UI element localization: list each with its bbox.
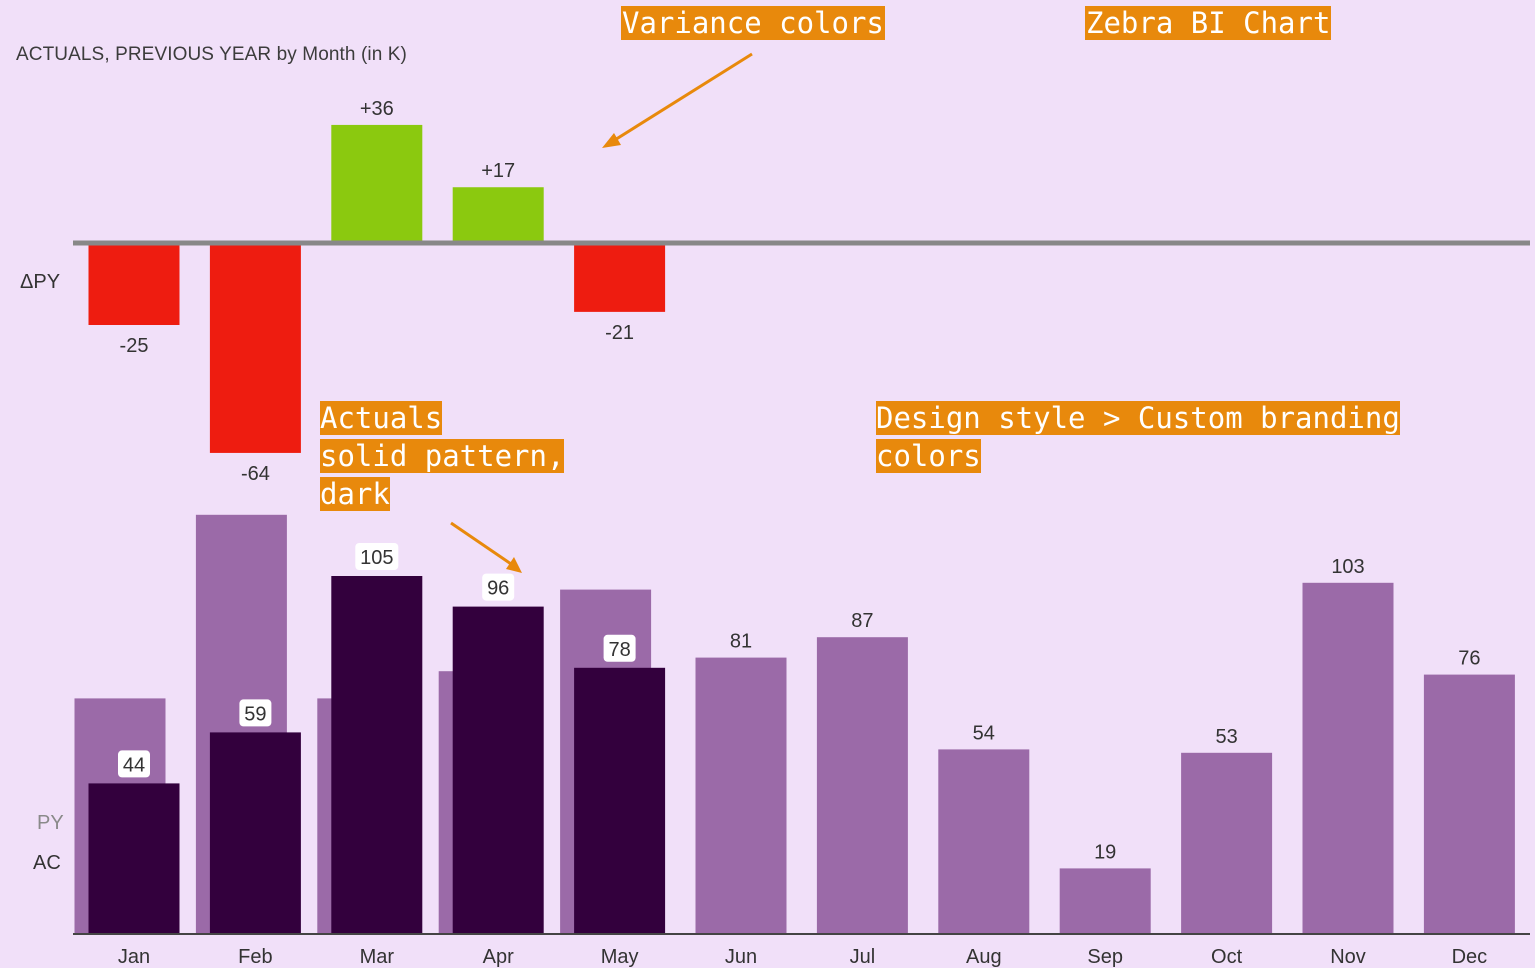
variance-bar-feb: [209, 243, 301, 453]
x-tick-label-jun: Jun: [725, 946, 757, 968]
annotation-arrows: [450, 52, 753, 573]
chart-title: ACTUALS, PREVIOUS YEAR by Month (in K): [16, 44, 407, 65]
annotation-zebra-bi-text: Zebra BI Chart: [1085, 6, 1332, 40]
ac-bar-jan: [88, 783, 180, 933]
ac-bar-apr: [452, 606, 544, 933]
value-label-mar: 105: [360, 547, 393, 569]
ac-bar-mar: [331, 576, 423, 933]
value-label-bg-apr: [482, 573, 515, 601]
annotation-actuals-line-2: solid pattern,: [320, 439, 565, 473]
variance-chart: -25 -64 +36 +17 -21: [88, 98, 666, 485]
value-label-apr: 96: [487, 578, 509, 600]
value-label-nov: 103: [1331, 556, 1364, 578]
variance-arrow-line: [609, 52, 753, 145]
x-tick-label-apr: Apr: [483, 946, 514, 968]
variance-bar-apr: [452, 187, 544, 243]
value-label-bg-mar: [355, 543, 399, 570]
value-label-feb: 59: [244, 703, 266, 725]
value-label-bg-feb: [239, 699, 272, 727]
py-bar-jun: [695, 657, 787, 933]
annotation-zebra-bi: Zebra BI Chart: [1085, 4, 1332, 42]
py-bar-nov: [1302, 582, 1394, 933]
variance-bar-mar: [331, 124, 423, 243]
variance-bar-jan: [88, 243, 180, 325]
x-tick-label-nov: Nov: [1330, 946, 1366, 968]
annotation-actuals-line-1: Actuals: [320, 401, 443, 435]
x-tick-label-oct: Oct: [1211, 946, 1243, 968]
ac-bar-may: [574, 667, 666, 933]
x-tick-label-dec: Dec: [1452, 946, 1488, 968]
annotation-actuals: Actuals solid pattern, dark: [320, 399, 565, 513]
annotation-actuals-line-3: dark: [320, 477, 390, 511]
variance-arrow-head: [602, 133, 621, 148]
variance-label-may: -21: [605, 322, 634, 344]
value-label-may: 78: [608, 639, 630, 661]
annotation-design-style: Design style > Custom branding colors: [876, 399, 1400, 475]
py-bar-aug: [938, 749, 1030, 933]
py-bar-sep: [1059, 868, 1151, 933]
axes: Jan Feb Mar Apr May Jun Jul Aug Sep Oct Nov Dec ΔPY P…: [20, 240, 1530, 968]
value-label-dec: 76: [1458, 648, 1480, 670]
actuals-arrow-head: [506, 557, 522, 573]
value-label-jun: 81: [730, 631, 752, 653]
annotation-variance-colors-text: Variance colors: [621, 6, 885, 40]
x-tick-label-feb: Feb: [238, 946, 272, 968]
x-tick-label-sep: Sep: [1087, 946, 1123, 968]
value-label-sep: 19: [1094, 841, 1116, 863]
variance-label-mar: +36: [360, 98, 394, 120]
value-label-bg-jan: [118, 750, 150, 778]
row-label-ac: AC: [33, 852, 61, 874]
annotation-variance-colors: Variance colors: [621, 4, 885, 42]
row-label-py: PY: [37, 812, 64, 834]
variance-label-feb: -64: [241, 463, 270, 485]
value-label-jul: 87: [851, 610, 873, 632]
py-bar-jul: [816, 637, 908, 933]
ac-bar-feb: [209, 732, 301, 933]
x-tick-label-aug: Aug: [966, 946, 1002, 968]
x-tick-label-jan: Jan: [118, 946, 150, 968]
main-bar-chart: 44 59 105 96 78 81 87 54 19 53 103 76: [74, 514, 1515, 933]
value-label-jan: 44: [123, 754, 145, 776]
value-label-oct: 53: [1215, 726, 1237, 748]
annotation-design-style-line-1: Design style > Custom branding: [876, 401, 1400, 435]
annotation-design-style-line-2: colors: [876, 439, 981, 473]
py-bar-oct: [1181, 752, 1273, 933]
variance-bar-may: [574, 243, 666, 312]
row-label-delta-py: ΔPY: [20, 271, 60, 293]
x-tick-label-may: May: [601, 946, 639, 968]
variance-label-jan: -25: [120, 335, 149, 357]
value-label-bg-may: [603, 634, 636, 662]
py-bar-dec: [1423, 674, 1515, 933]
x-tick-label-jul: Jul: [850, 946, 876, 968]
variance-label-apr: +17: [481, 160, 515, 182]
actuals-arrow-line: [450, 521, 515, 568]
x-tick-label-mar: Mar: [360, 946, 395, 968]
value-label-aug: 54: [973, 722, 995, 744]
